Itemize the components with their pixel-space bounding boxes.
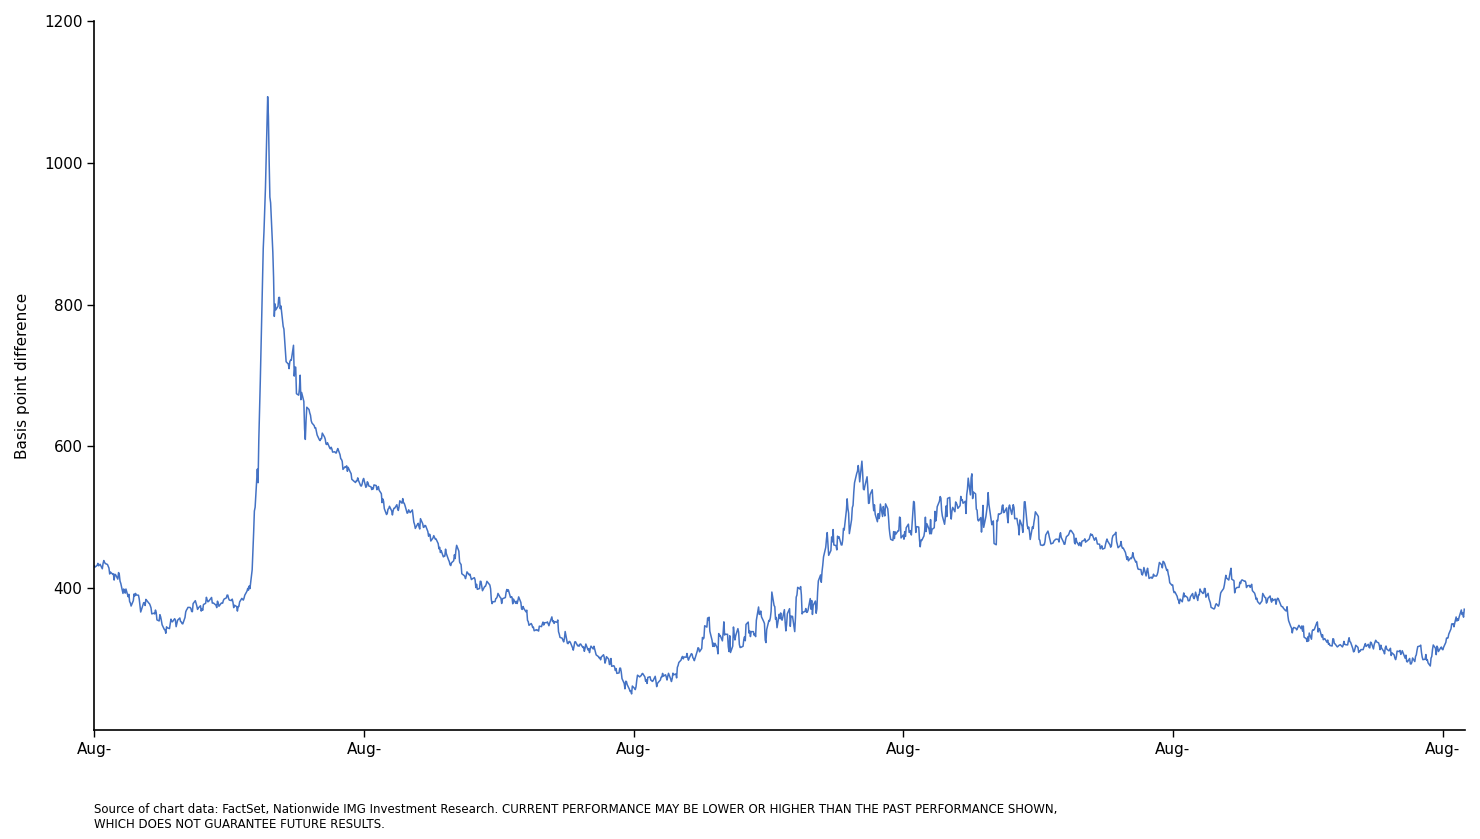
Text: Source of chart data: FactSet, Nationwide IMG Investment Research. CURRENT PERFO: Source of chart data: FactSet, Nationwid… [95, 803, 1058, 831]
Y-axis label: Basis point difference: Basis point difference [15, 293, 30, 459]
